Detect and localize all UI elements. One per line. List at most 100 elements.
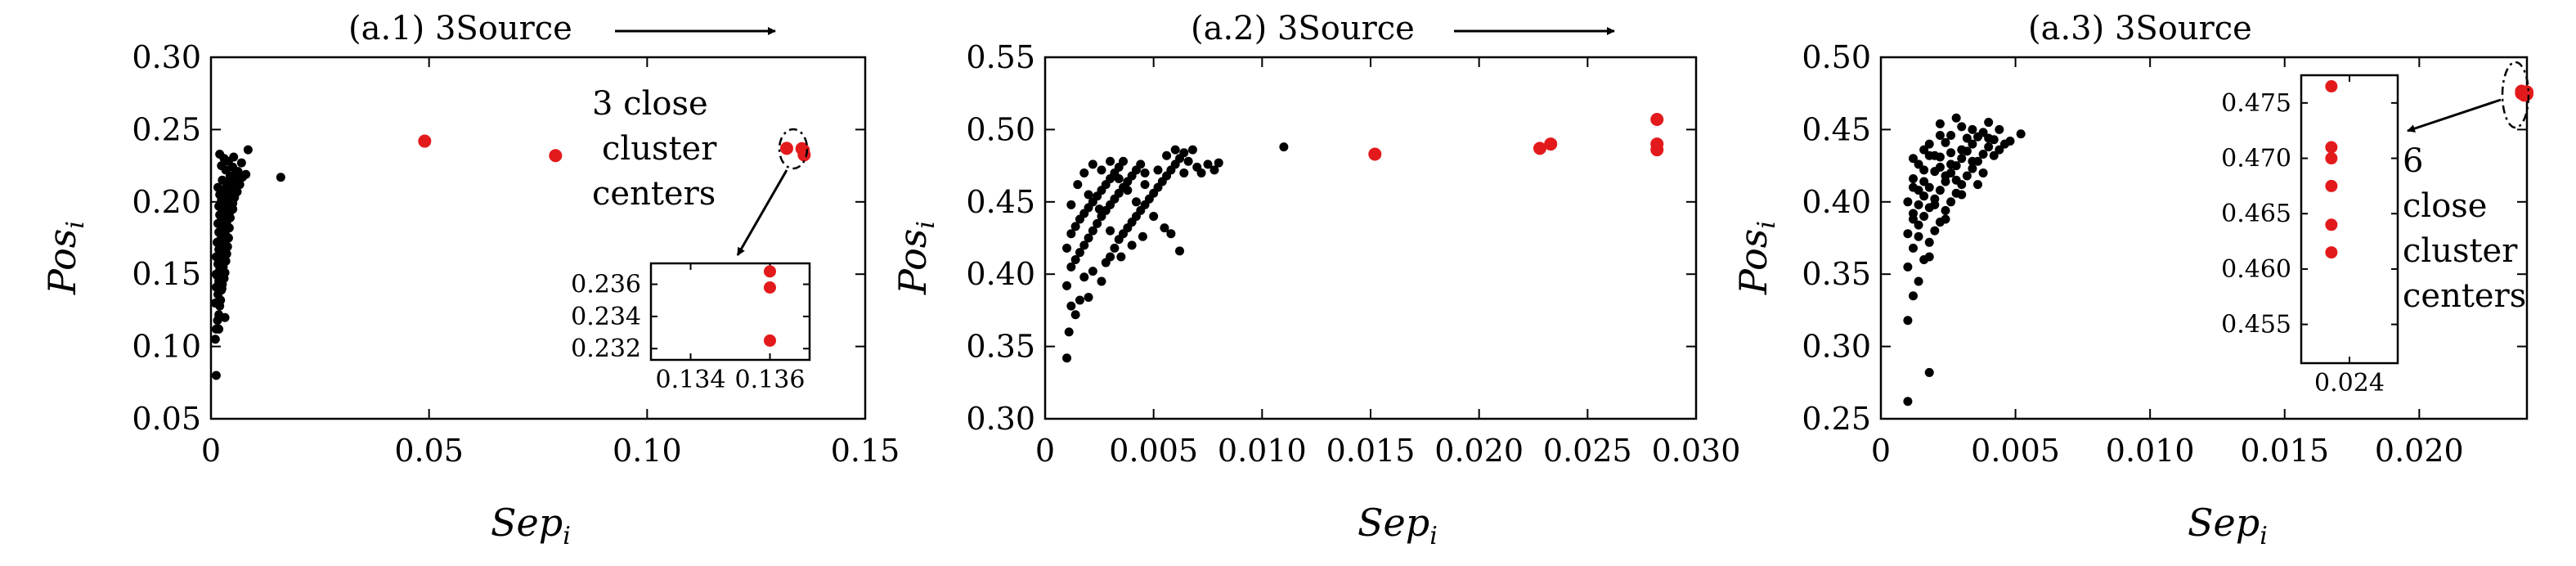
chart-3-data-point (1914, 159, 1923, 169)
chart-3-inset-ytick-label: 0.470 (2221, 145, 2291, 173)
chart-3-inset-point (2325, 246, 2338, 259)
chart-2-data-point (1094, 204, 1104, 214)
chart-3-data-point (1941, 171, 1950, 181)
chart-2-data-point (1075, 295, 1084, 305)
chart-2-data-point (1079, 240, 1089, 250)
chart-3-data-point (1984, 142, 1994, 152)
chart-3-data-point (1957, 145, 1967, 155)
chart-3-ylabel: Posi (1731, 221, 1781, 295)
chart-panel-3: (a.3) 3Source Sepi Posi 6 close cluster … (1731, 10, 2533, 550)
chart-2-data-point (1106, 252, 1115, 262)
chart-2-data-point (1175, 246, 1185, 256)
chart-3-data-point (1909, 214, 1918, 224)
chart-1-annotation-line-1: 3 close (592, 85, 708, 123)
chart-1-ylabel: Posi (40, 221, 90, 295)
chart-3-annotation-line-1: 6 (2403, 142, 2423, 180)
chart-2-data-point (1214, 158, 1223, 168)
chart-1-cluster-center-point (418, 134, 432, 148)
chart-1-data-point (218, 211, 228, 221)
chart-2-ytick-label: 0.45 (966, 184, 1035, 220)
chart-2-data-point (1073, 180, 1083, 190)
chart-3-inset-frame (2300, 74, 2399, 365)
chart-1-data-point (210, 299, 220, 308)
chart-1-data-point (215, 149, 225, 159)
chart-1-data-point (222, 197, 232, 207)
chart-1-ytick-label: 0.10 (132, 329, 201, 365)
chart-3-data-point (2005, 137, 2015, 146)
chart-3-data-point (1968, 139, 1977, 149)
chart-3-data-point (1968, 156, 1977, 166)
chart-3-data-point (1903, 229, 1913, 239)
chart-3-data-point (1903, 262, 1913, 272)
chart-3-data-point (1995, 145, 2004, 155)
chart-3-xlabel: Sepi (2188, 501, 2268, 550)
chart-1-data-point (216, 240, 226, 250)
chart-3-inset: 0.024 0.455 0.460 0.465 0.470 0.475 (2221, 74, 2399, 398)
chart-3-xtick-label: 0.010 (2106, 433, 2195, 469)
chart-1-annotation-line-3: centers (592, 175, 716, 213)
chart-2-data-point (1079, 272, 1089, 282)
chart-1-xtick-label: 0.05 (394, 433, 464, 469)
chart-3-data-point (1903, 197, 1913, 207)
chart-2-data-point (1179, 148, 1189, 158)
chart-3-inset-point (2325, 80, 2338, 93)
chart-3-title: (a.3) 3Source (2028, 10, 2252, 47)
chart-1-ytick-label: 0.25 (132, 111, 201, 147)
chart-2-cluster-center-point (1650, 113, 1664, 127)
chart-1-inset: 0.134 0.136 0.232 0.234 0.236 (571, 262, 811, 394)
chart-2-xtick-label: 0.005 (1109, 433, 1198, 469)
chart-3-data-point (1978, 149, 1988, 159)
chart-3-data-point (1914, 186, 1923, 195)
chart-3-data-point (1946, 148, 1956, 158)
chart-2-data-point (1079, 168, 1089, 177)
chart-3-ytick-label: 0.25 (1802, 401, 1871, 437)
chart-3-data-point (1968, 164, 1977, 173)
chart-3-annotation-line-3: cluster (2403, 232, 2518, 270)
chart-1-data-point (243, 145, 253, 155)
chart-3-data-point (1935, 162, 1945, 172)
chart-panel-1: (a.1) 3Source Sepi Posi 3 close cluster … (40, 10, 900, 550)
chart-2-data-point (1066, 200, 1076, 209)
chart-3-data-point (1957, 154, 1967, 164)
chart-3-data-point (1909, 243, 1918, 253)
chart-3-inset-point (2325, 218, 2338, 231)
chart-3-zoom-arrow (2407, 98, 2502, 133)
chart-2-xtick-label: 0.030 (1652, 433, 1741, 469)
chart-1-data-point (217, 161, 227, 171)
chart-3-data-point (1914, 231, 1923, 241)
chart-3-data-point (1984, 118, 1994, 128)
chart-3-data-point (1919, 177, 1929, 186)
chart-2-data-point (1187, 145, 1197, 155)
chart-2-data-point (1136, 159, 1146, 169)
chart-1-xlabel: Sepi (491, 501, 571, 550)
chart-3-data-point (1978, 168, 1988, 177)
chart-1-inset-ytick-label: 0.236 (571, 271, 641, 299)
chart-2-data-point (1114, 174, 1124, 184)
chart-1-inset-point (764, 334, 776, 347)
chart-2-data-point (1097, 276, 1106, 286)
chart-2-data-point (1084, 292, 1093, 302)
chart-3-data-point (1946, 130, 1956, 140)
chart-2-data-point (1116, 252, 1126, 262)
chart-3-data-point (1984, 133, 1994, 143)
chart-2-ytick-label: 0.30 (966, 401, 1035, 437)
chart-2-data-point (1209, 165, 1219, 175)
chart-2-data-point (1183, 156, 1193, 166)
chart-3-data-point (1919, 191, 1929, 201)
chart-2-xlabel: Sepi (1358, 501, 1438, 550)
chart-3-data-point (1946, 197, 1956, 207)
chart-1-ytick-label: 0.05 (132, 401, 201, 437)
chart-2-cluster-center-point (1368, 147, 1382, 161)
chart-3-xtick-label: 0.015 (2240, 433, 2329, 469)
chart-1-data-point (236, 158, 246, 168)
chart-2-data-point (1170, 145, 1180, 155)
chart-2-data-point (1084, 190, 1093, 200)
chart-1-data-point (229, 152, 239, 162)
chart-1-data-point (218, 175, 227, 185)
chart-3-xtick-label: 0.020 (2375, 433, 2464, 469)
chart-2-data-point (1070, 255, 1080, 265)
chart-3-inset-point (2325, 141, 2338, 154)
chart-2-data-point (1166, 229, 1176, 239)
chart-3-data-point (1930, 226, 1940, 236)
chart-2-data-point (1119, 156, 1129, 166)
